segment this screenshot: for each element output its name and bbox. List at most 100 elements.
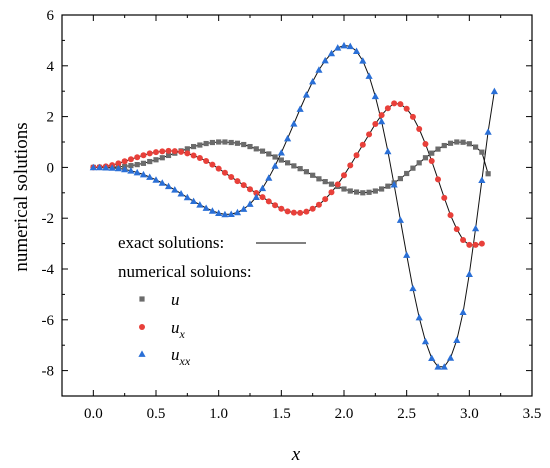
data-point (196, 155, 203, 162)
data-point (334, 181, 341, 188)
data-point (165, 152, 172, 159)
data-point (453, 226, 460, 233)
data-point (241, 141, 247, 148)
data-point (322, 196, 329, 203)
data-point (372, 188, 378, 194)
data-point (202, 204, 210, 211)
y-tick-label: 4 (47, 59, 55, 75)
data-point (441, 194, 448, 201)
data-point (297, 166, 303, 172)
data-point (359, 57, 367, 64)
data-point (140, 152, 147, 159)
data-point (240, 182, 247, 189)
data-point (233, 208, 242, 216)
legend: exact solutions: numerical soluions: u ux… (118, 233, 306, 368)
data-point (146, 150, 153, 157)
exact-line-u (93, 141, 489, 194)
data-point (159, 148, 166, 155)
exact-line-u-x (93, 102, 483, 246)
data-point (309, 77, 317, 85)
legend-label-u: u (171, 290, 180, 309)
data-point (390, 181, 398, 188)
data-point (96, 163, 104, 171)
y-tick-label: 0 (47, 160, 55, 176)
legend-marker-u (139, 296, 145, 302)
data-point (341, 172, 347, 179)
data-point (434, 363, 442, 370)
data-point (296, 105, 304, 112)
data-point (396, 216, 404, 223)
data-point (416, 160, 422, 166)
data-point (315, 66, 323, 73)
data-point (410, 165, 416, 171)
data-point (384, 105, 391, 112)
data-point (133, 168, 141, 176)
data-point (284, 134, 292, 142)
data-point (246, 200, 254, 207)
data-point (190, 197, 198, 205)
data-point (203, 158, 210, 165)
x-tick-label: 1.0 (209, 406, 228, 422)
data-point (290, 120, 298, 127)
data-point (178, 148, 185, 155)
data-point (466, 241, 473, 248)
data-point (227, 210, 235, 218)
data-point (134, 162, 140, 168)
data-point (447, 140, 454, 146)
x-tick-label: 2.5 (397, 406, 416, 422)
exact-line-u-xx (93, 44, 495, 368)
data-point (416, 126, 423, 133)
y-tick-label: -8 (42, 364, 55, 380)
data-point (253, 190, 260, 197)
data-point (216, 139, 222, 145)
data-point (159, 155, 165, 161)
data-point (472, 224, 480, 232)
legend-label-u-xx: uxx (171, 345, 191, 368)
data-point (184, 146, 190, 152)
x-tick-label: 3.5 (523, 406, 542, 422)
data-point (366, 131, 373, 138)
data-point (209, 139, 215, 146)
data-point (222, 139, 228, 145)
data-point (466, 141, 472, 147)
data-point (221, 210, 229, 218)
legend-marker-u-xx (138, 350, 146, 357)
data-markers (89, 41, 498, 370)
data-point (302, 91, 310, 98)
data-point (478, 176, 486, 183)
data-point (228, 174, 235, 181)
data-point (196, 201, 204, 208)
data-point (316, 176, 322, 182)
data-point (341, 186, 347, 192)
data-point (234, 140, 241, 146)
data-point (346, 42, 354, 50)
y-tick-label: -2 (42, 211, 55, 227)
data-point (127, 156, 134, 163)
y-axis-label: numerical solutions (11, 122, 32, 271)
data-point (278, 157, 284, 163)
data-point (441, 142, 447, 149)
legend-exact-label: exact solutions: (118, 233, 224, 252)
data-point (121, 165, 129, 173)
data-point (183, 193, 191, 201)
data-point (422, 155, 429, 161)
data-point (265, 174, 273, 181)
legend-marker-u-x (139, 324, 145, 330)
y-tick-label: -4 (42, 262, 55, 278)
data-point (428, 354, 436, 362)
data-point (259, 148, 266, 154)
data-point (485, 171, 491, 177)
data-point (327, 49, 336, 57)
series-u-x (90, 100, 485, 248)
data-point (153, 149, 159, 156)
data-point (121, 158, 128, 165)
data-point (234, 178, 241, 185)
data-point (403, 251, 411, 258)
data-point (384, 147, 392, 155)
data-point (152, 176, 160, 183)
data-point (353, 189, 360, 195)
data-point (479, 149, 485, 155)
data-point (108, 164, 116, 171)
data-point (409, 284, 417, 292)
